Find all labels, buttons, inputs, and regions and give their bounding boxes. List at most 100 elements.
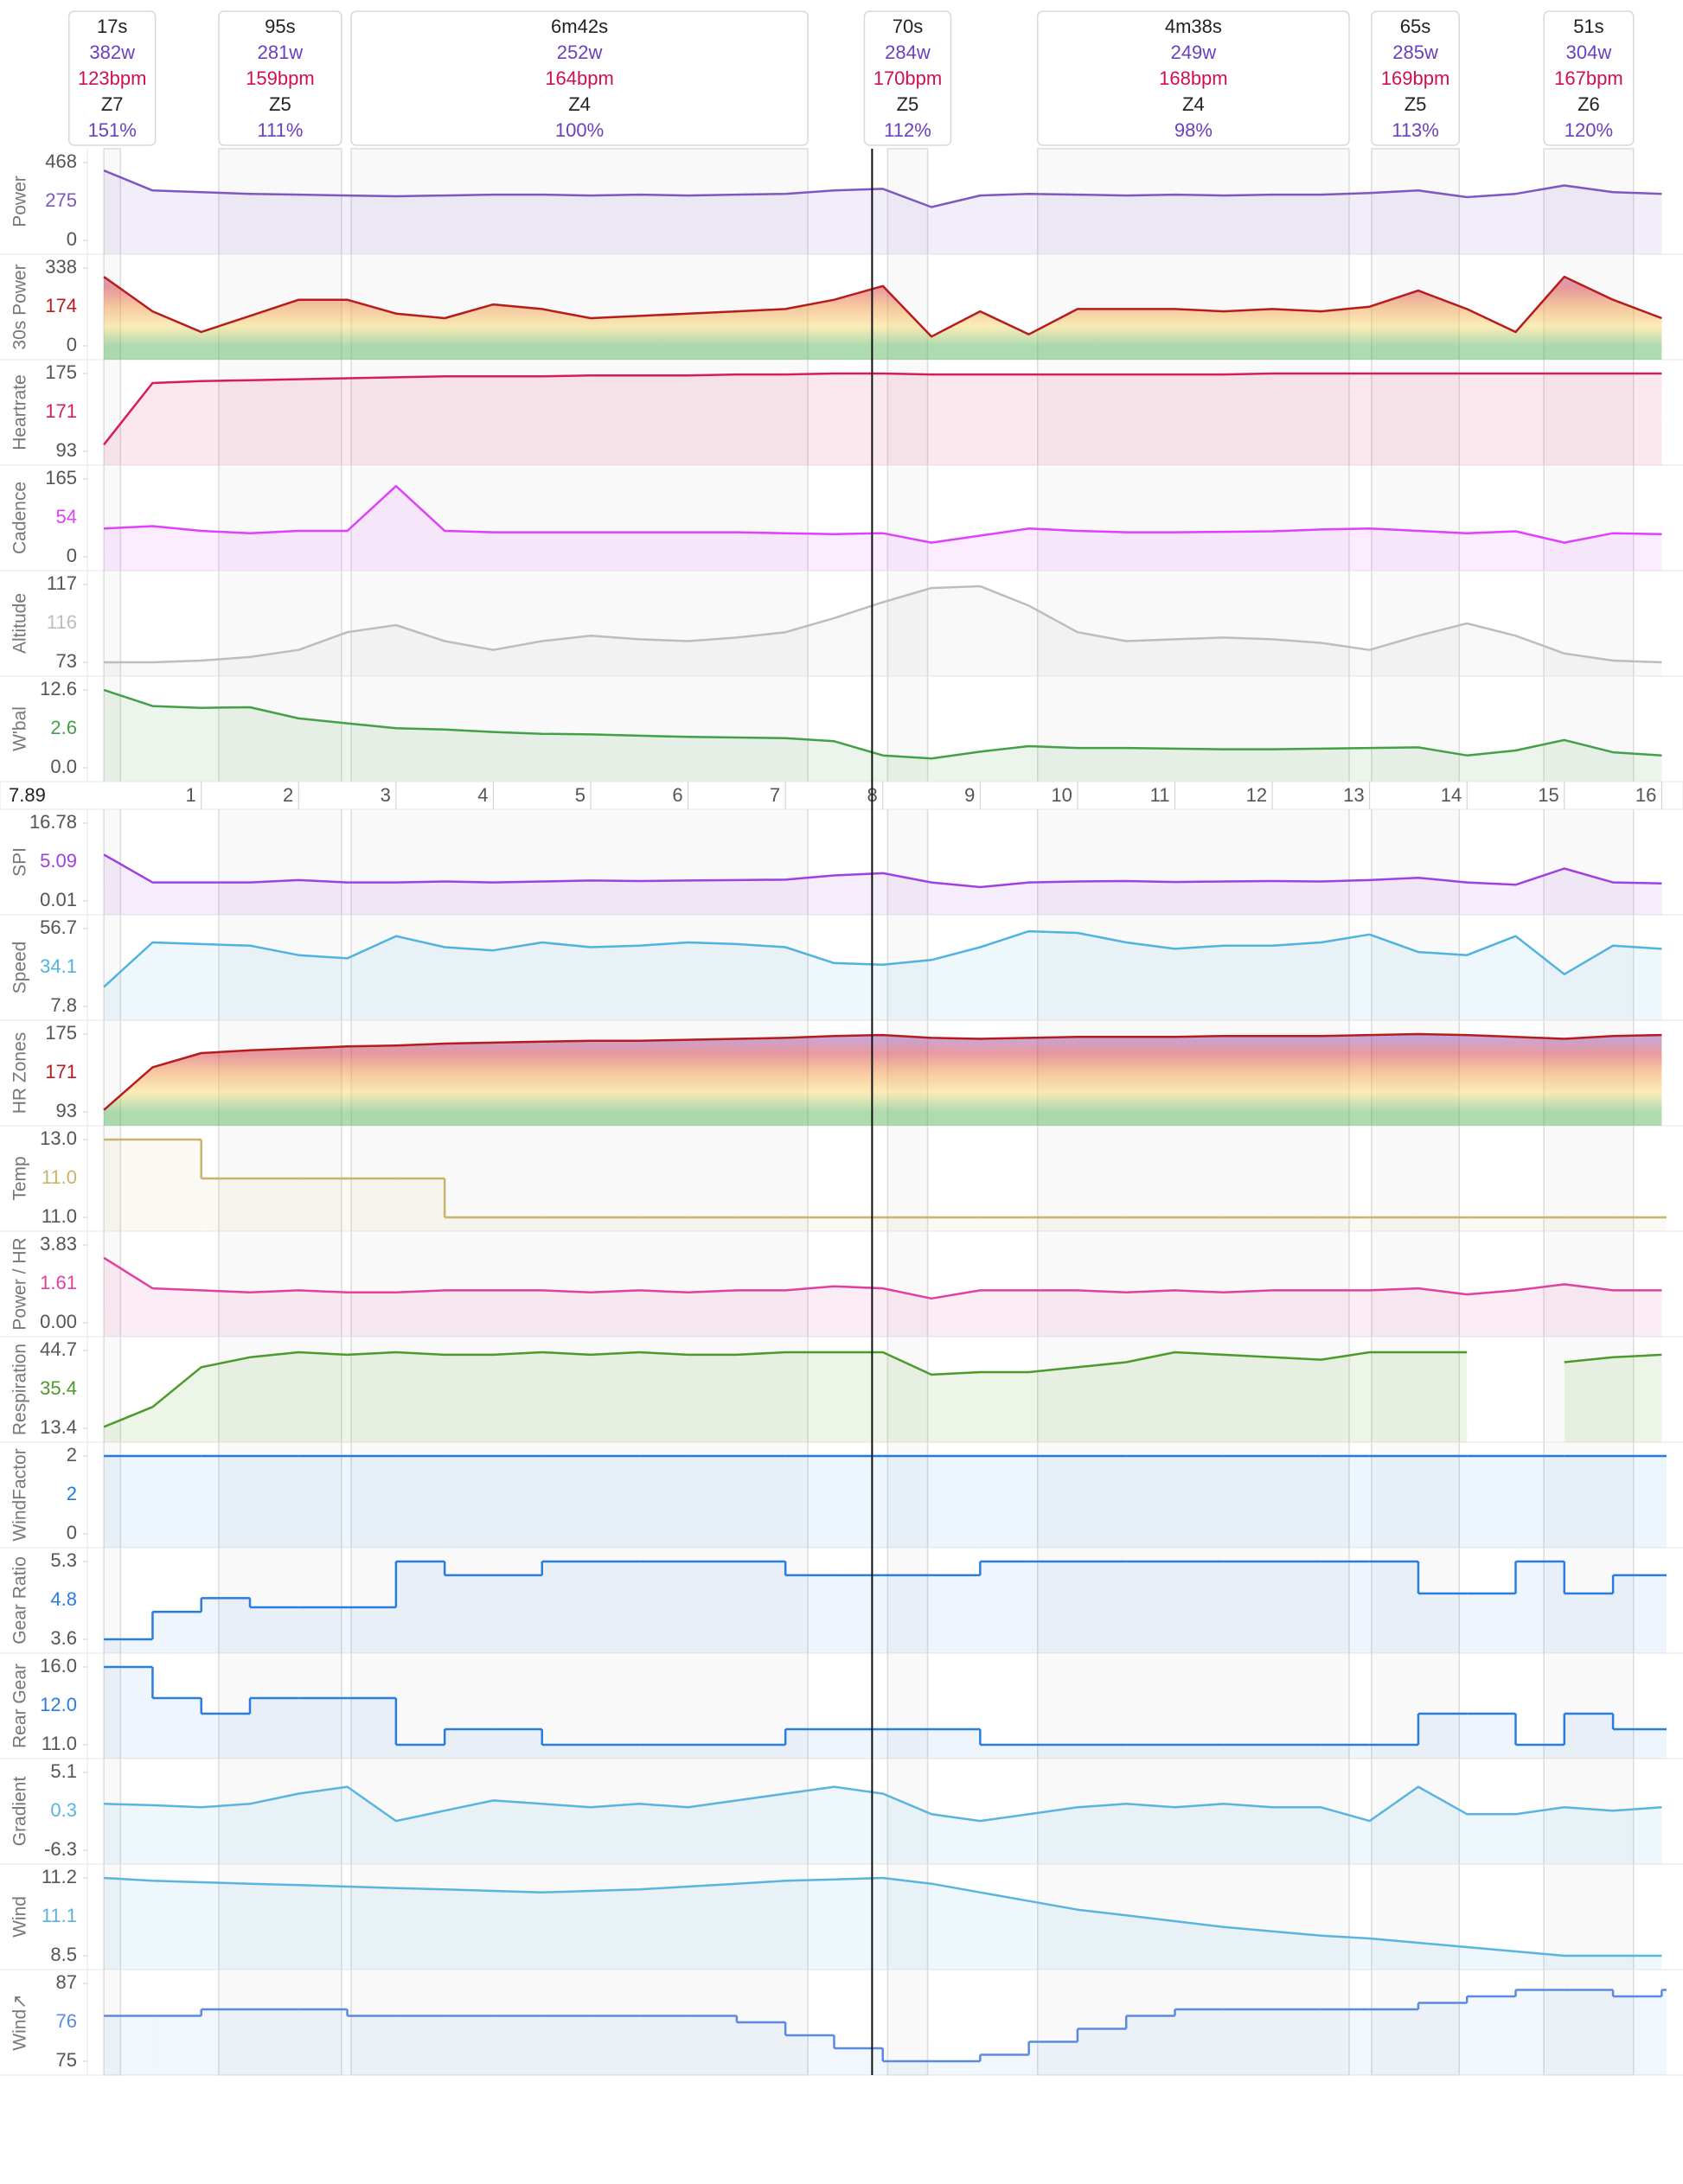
step-area <box>298 1606 348 1653</box>
step-area <box>541 1561 592 1653</box>
step-area <box>639 1561 688 1653</box>
step-area <box>931 1729 981 1759</box>
interval-power: 284w <box>885 42 931 63</box>
cursor-value: 116 <box>47 611 77 633</box>
step-area <box>591 1561 640 1653</box>
step-area <box>1174 1456 1224 1548</box>
step-area <box>1077 1561 1127 1653</box>
step-area <box>445 1456 494 1548</box>
line <box>103 169 1662 208</box>
step-area <box>1661 1729 1667 1759</box>
step-area <box>347 1178 396 1231</box>
panel-label: Wind↗ <box>10 1994 30 2050</box>
cursor-value: 76 <box>56 2010 77 2032</box>
area <box>104 586 1662 676</box>
step-area <box>201 1456 251 1548</box>
step-area <box>201 1598 251 1653</box>
panel-label: Altitude <box>10 593 30 654</box>
area <box>104 486 1662 571</box>
step-area <box>1321 1456 1370 1548</box>
interval-duration: 70s <box>893 16 923 37</box>
step-area <box>347 1606 396 1653</box>
step-area <box>395 1561 445 1653</box>
x-tick-label: 11 <box>1150 784 1170 806</box>
y-tick-label: 0 <box>67 228 77 250</box>
step-area <box>1417 1456 1468 1548</box>
line <box>104 584 1662 664</box>
step-area <box>1515 1561 1565 1653</box>
interval-heartrate: 168bpm <box>1159 67 1228 89</box>
interval-heartrate: 170bpm <box>873 67 943 89</box>
cursor-value: 171 <box>45 400 77 422</box>
step-area <box>1077 1456 1127 1548</box>
panel-label: Respiration <box>10 1344 30 1435</box>
step-area <box>882 2061 932 2075</box>
step-area <box>688 2015 737 2075</box>
step-area <box>931 1574 981 1653</box>
step-area <box>445 1729 494 1759</box>
y-tick-label: 13.4 <box>40 1416 77 1438</box>
y-tick-label: 0.00 <box>40 1311 77 1332</box>
x-tick-label: 4 <box>477 784 488 806</box>
step-area <box>1564 1989 1614 2075</box>
y-tick-label: 56.7 <box>40 916 77 938</box>
step-area <box>639 1456 688 1548</box>
line <box>104 1876 1662 1957</box>
step-area <box>445 2015 494 2075</box>
step-area <box>1417 2002 1468 2075</box>
x-tick-label: 16 <box>1635 784 1656 806</box>
line <box>103 853 1662 889</box>
cursor-value: 4.8 <box>50 1588 77 1610</box>
step-area <box>1515 1745 1565 1759</box>
cursor-value: 174 <box>45 295 77 316</box>
step-area <box>395 1745 445 1759</box>
interval-zone: Z5 <box>269 93 291 115</box>
area <box>104 1034 1662 1126</box>
area <box>1564 1354 1662 1442</box>
panel-label: Speed <box>10 942 30 994</box>
x-tick-label: 15 <box>1538 784 1558 806</box>
x-tick-label: 6 <box>672 784 682 806</box>
y-tick-label: 338 <box>45 256 77 278</box>
panel-label: Heartrate <box>10 374 30 450</box>
step-area <box>152 1456 202 1548</box>
step-area <box>347 1456 396 1548</box>
panel-label: WindFactor <box>10 1448 30 1541</box>
y-tick-label: 87 <box>56 1971 77 1993</box>
cursor-value: 0.3 <box>50 1799 77 1821</box>
interval-percent: 113% <box>1392 119 1439 141</box>
x-tick-label: 10 <box>1051 784 1072 806</box>
y-tick-label: 0.01 <box>40 889 77 910</box>
interval-heartrate: 169bpm <box>1381 67 1450 89</box>
step-area <box>688 1561 737 1653</box>
area <box>104 1878 1662 1970</box>
line <box>1564 1353 1662 1363</box>
x-axis-row <box>0 781 1683 810</box>
y-tick-label: 165 <box>45 467 77 489</box>
panel-label: Wind <box>10 1896 30 1938</box>
step-area <box>152 1698 202 1759</box>
y-tick-label: 175 <box>45 1022 77 1044</box>
step-area <box>152 1140 202 1231</box>
interval-zone: Z7 <box>101 93 124 115</box>
step-area <box>736 2022 786 2075</box>
step-area <box>1174 1217 1224 1231</box>
panel-label: Power / HR <box>10 1237 30 1330</box>
interval-percent: 98% <box>1174 119 1213 141</box>
panel-label: Cadence <box>10 482 30 554</box>
step-area <box>834 1729 883 1759</box>
x-tick-label: 9 <box>964 784 975 806</box>
interval-zone: Z6 <box>1577 93 1600 115</box>
step-area <box>104 1140 153 1231</box>
y-tick-label: 5.1 <box>50 1760 77 1782</box>
step-area <box>1515 1217 1565 1231</box>
step-area <box>834 1574 883 1653</box>
step-area <box>1028 1561 1078 1653</box>
interval-box <box>1543 10 1635 146</box>
panel-label: 30s Power <box>10 264 30 349</box>
cursor-value: 2.6 <box>50 717 77 738</box>
step-area <box>1661 1217 1667 1231</box>
x-tick-label: 14 <box>1441 784 1462 806</box>
step-area <box>785 2035 835 2075</box>
interval-box <box>1371 10 1460 146</box>
